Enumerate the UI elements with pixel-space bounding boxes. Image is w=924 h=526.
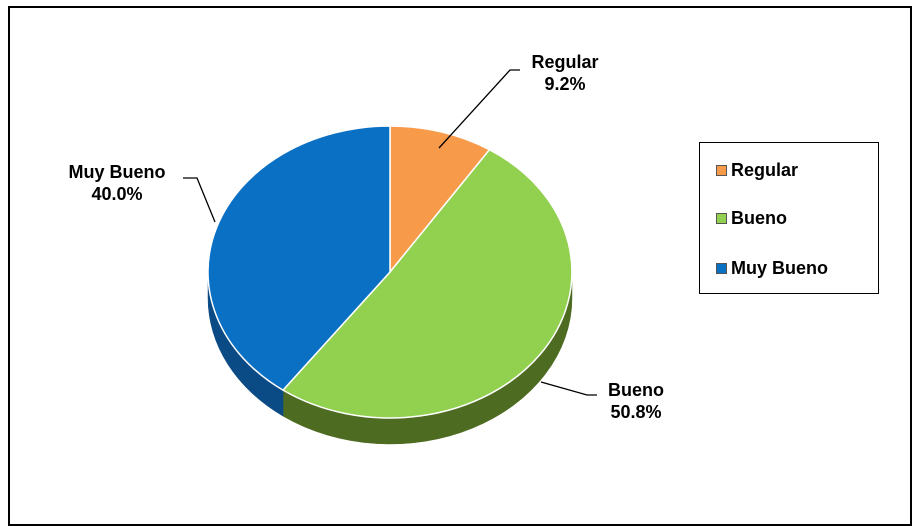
leader-lines [183,69,597,396]
data-label-bueno-value: 50.8% [610,402,661,422]
data-label-muy-bueno-name: Muy Bueno [69,162,166,182]
legend-swatch-regular [716,164,727,176]
data-label-regular-value: 9.2% [544,74,585,94]
leader-line-regular [438,69,520,149]
leader-line-bueno [540,381,597,396]
legend-swatch-muy-bueno [716,262,727,274]
data-label-bueno-name: Bueno [608,380,664,400]
pie-slice-muy-bueno [207,125,391,391]
pie-chart: Regular 9.2% Muy Bueno 40.0% Bueno 50.8% [69,52,665,445]
legend-item-muy-bueno: Muy Bueno [716,257,828,279]
legend-item-regular: Regular [716,159,798,181]
legend: Regular Bueno Muy Bueno [699,142,879,294]
leader-line-muy-bueno [183,177,216,223]
legend-label-muy-bueno: Muy Bueno [731,257,828,278]
legend-label-regular: Regular [731,159,799,180]
pie-slices [207,125,573,419]
pie-slice-regular [389,125,491,273]
legend-swatch-bueno [716,212,727,224]
pie-slice-bueno [282,148,573,419]
legend-item-bueno: Bueno [716,207,787,229]
data-label-regular-name: Regular [531,52,598,72]
data-labels: Regular 9.2% Muy Bueno 40.0% Bueno 50.8% [69,52,665,422]
legend-label-bueno: Bueno [731,207,787,228]
data-label-muy-bueno-value: 40.0% [91,184,142,204]
